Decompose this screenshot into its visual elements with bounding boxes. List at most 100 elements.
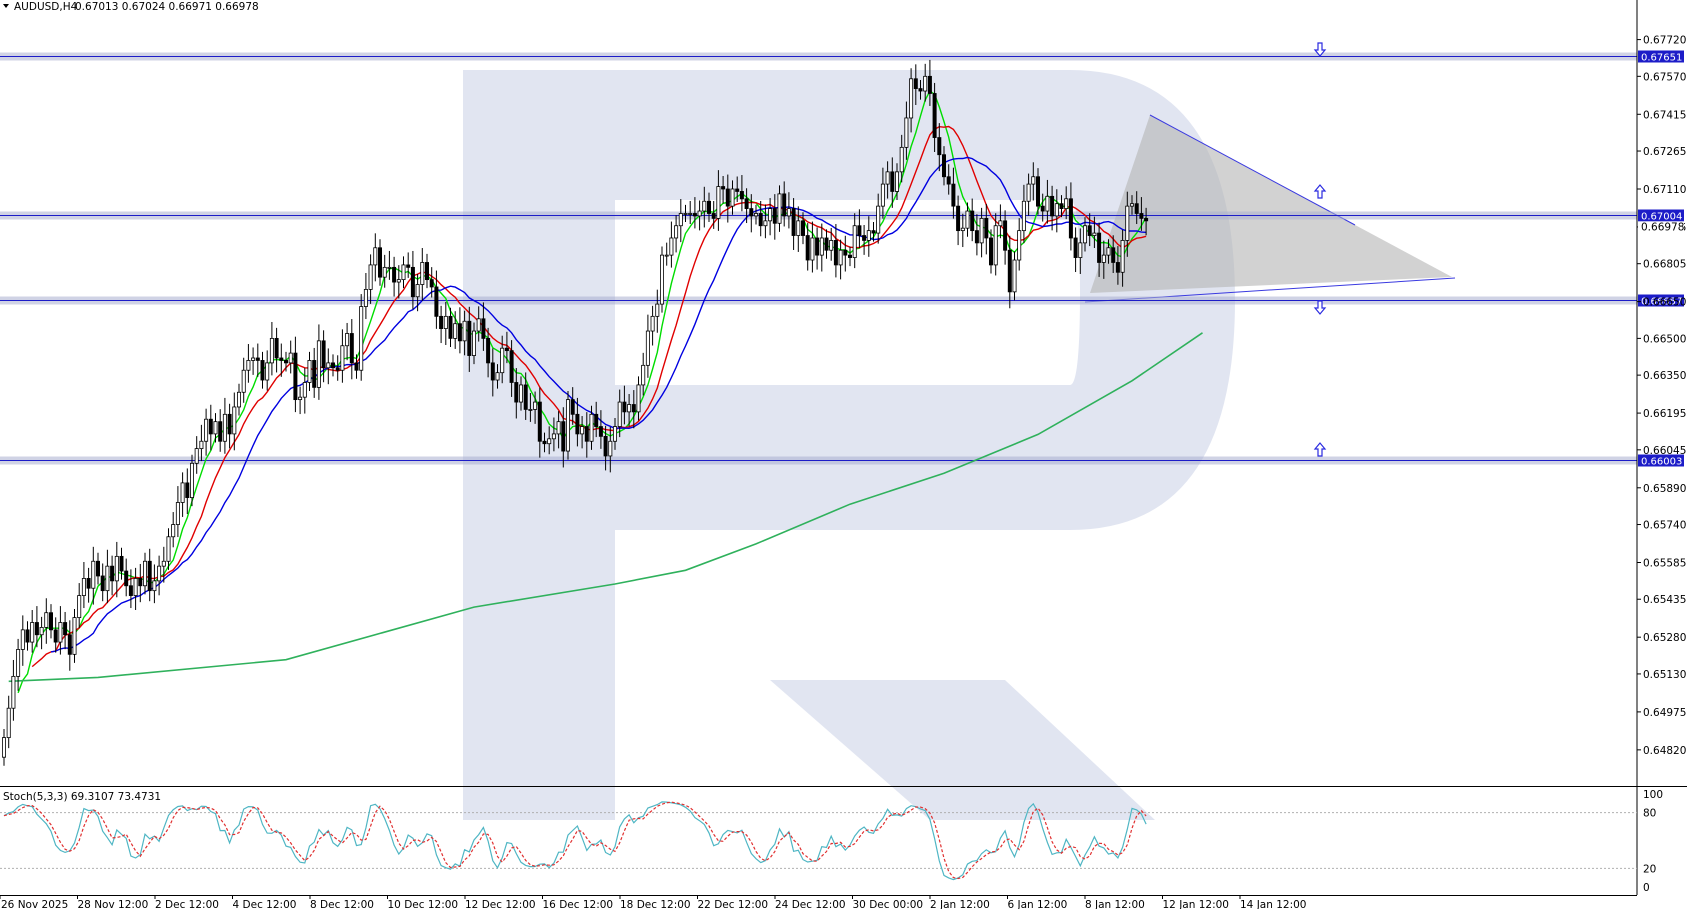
bull-candle [547,438,552,445]
bear-candle [1068,198,1073,239]
bear-candle [312,360,317,388]
current-price-bg [1638,221,1684,233]
level-price-badge [1638,50,1684,63]
bull-candle [655,303,660,317]
bear-candle [410,266,415,298]
bear-candle [758,213,763,227]
price-tick-label: 0.67415 [1643,109,1686,121]
bear-candle [467,320,472,356]
watermark-leg-shape [770,680,1155,820]
bull-candle [1045,195,1050,212]
bull-candle [6,707,11,739]
bull-candle [650,315,655,332]
bear-candle [523,384,528,410]
bull-candle [829,240,834,251]
bull-candle [166,536,171,562]
bull-candle [316,340,321,388]
bull-candle [1064,198,1069,209]
time-tick-label: 2 Dec 12:00 [155,899,219,909]
bear-candle [1139,213,1144,219]
bear-candle [138,578,143,587]
bull-candle [251,357,256,361]
bear-candle [918,88,923,92]
bull-candle [204,418,209,442]
bull-candle [213,421,218,435]
bull-candle [1031,176,1036,185]
bull-candle [763,220,768,227]
bear-candle [598,426,603,437]
bull-candle [589,413,594,442]
bull-candle [368,264,373,290]
bear-candle [707,200,712,214]
direction-arrows [1313,42,1327,457]
bear-candle [1003,220,1008,251]
level-price-label: 0.66657 [1641,297,1682,308]
time-tick-label: 30 Dec 00:00 [853,899,924,909]
bear-candle [349,333,354,364]
dropdown-triangle-icon[interactable] [3,4,9,8]
bull-candle [895,171,900,192]
level-lines[interactable]: 0.67651 0.67004 0.66657 0.66003 [0,50,1684,468]
price-tick-label: 0.65435 [1643,594,1686,606]
bear-candle [274,337,279,359]
bear-candle [692,213,697,217]
bear-candle [603,435,608,457]
bear-candle [509,350,514,383]
bull-candle [420,262,425,285]
time-tick-label: 26 Nov 2025 [1,899,68,909]
bull-candle [866,230,871,241]
bear-candle [1007,249,1012,293]
bear-candle [791,208,796,236]
bull-candle [777,193,782,224]
bull-candle [702,200,707,212]
bull-candle [1021,200,1026,232]
chart-header: AUDUSD,H4 0.67013 0.67024 0.66971 0.6697… [3,1,259,13]
bull-candle [876,205,881,234]
bear-candle [67,634,72,655]
time-axis: 26 Nov 2025 28 Nov 12:00 2 Dec 12:00 4 Dec … [0,895,1306,909]
bear-candle [335,367,340,371]
bear-candle [227,413,232,435]
time-tick-label: 8 Jan 12:00 [1085,899,1145,909]
bull-candle [754,213,759,217]
bear-candle [1087,225,1092,236]
bear-candle [721,186,726,190]
bear-candle [377,247,382,278]
bear-candle [218,421,223,442]
bear-candle [824,237,829,251]
bull-candle [1012,259,1017,293]
triangle-pattern [1084,114,1456,303]
time-tick-label: 6 Jan 12:00 [1008,899,1068,909]
bull-candle [302,382,307,398]
bull-candle [993,225,998,266]
bear-candle [932,93,937,138]
bull-candle [1125,205,1130,241]
bear-candle [110,565,115,582]
ma-mid-line [31,125,1147,668]
stoch-scale-label: 100 [1643,789,1663,801]
bear-candle [457,323,462,342]
bear-candle [434,286,439,317]
bear-candle [815,237,820,256]
bull-candle [222,413,227,442]
bull-candle [1017,230,1022,261]
bear-candle [970,210,975,232]
watermark-logo [463,70,1235,820]
bull-candle [1083,225,1088,244]
bear-candle [448,315,453,339]
bull-candle [641,364,646,386]
price-tick-label: 0.64820 [1643,745,1686,757]
bull-candle [471,330,476,356]
candles[interactable] [2,59,1149,766]
price-tick-label: 0.64975 [1643,707,1686,719]
time-tick-label: 2 Jan 12:00 [930,899,990,909]
bull-candle [664,254,669,257]
price-tick-label: 0.65740 [1643,520,1686,532]
triangle-fill [1090,115,1452,293]
bear-candle [429,279,434,288]
bull-candle [72,617,77,655]
bear-candle [946,176,951,185]
bull-candle [551,433,556,440]
bear-candle [937,137,942,156]
